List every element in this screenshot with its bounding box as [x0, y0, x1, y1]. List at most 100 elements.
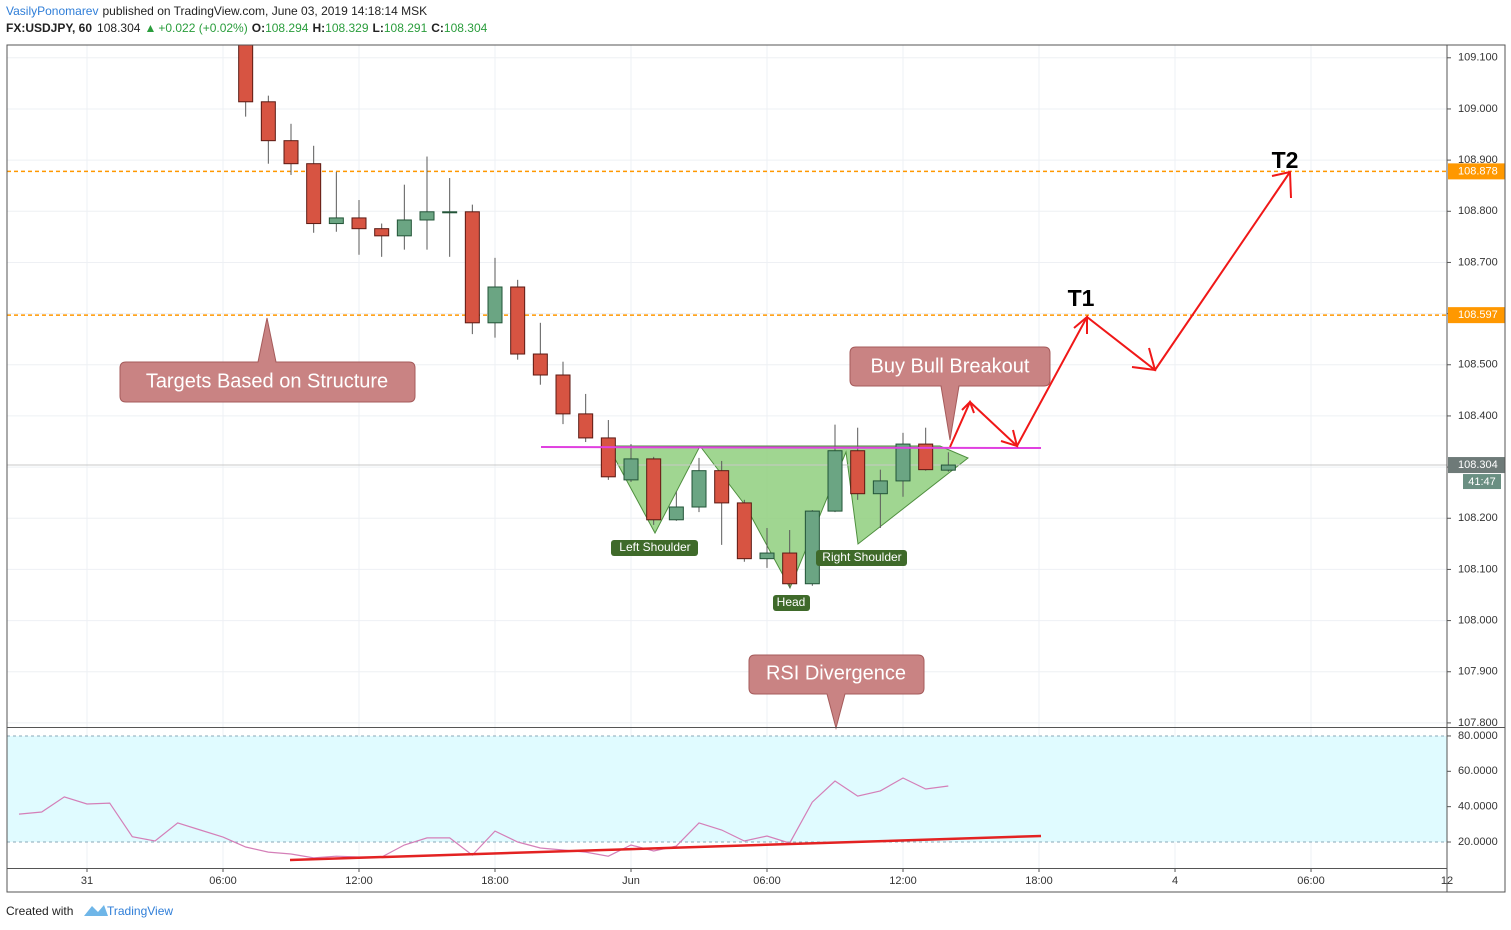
pattern-label-box [773, 595, 810, 611]
candle-body [714, 470, 730, 504]
candle-body [736, 502, 752, 560]
arrowhead [1271, 170, 1292, 199]
candle-body [600, 437, 616, 478]
axes: 31 06:00 12:00 18:00 Jun 06:00 12:00 18:00 4 06:0… [81, 52, 1505, 887]
x-tick-label: 12:00 [889, 875, 917, 887]
rsi-band [7, 735, 1447, 843]
candle-body [351, 217, 367, 230]
level-tag-label: 108.878 [1458, 165, 1498, 177]
last: 108.304 [97, 21, 141, 35]
candle-body [759, 552, 775, 560]
callout-text: Targets Based on Structure [146, 370, 388, 392]
open-label: O: [252, 21, 265, 35]
arrowhead [1073, 314, 1088, 334]
y-tick-label: 108.400 [1458, 410, 1498, 422]
y-tick-label: 20.0000 [1458, 836, 1498, 848]
y-tick-label: 107.900 [1458, 666, 1498, 678]
candle-body [306, 163, 322, 225]
candle-body [555, 374, 571, 415]
pattern-label: Left Shoulder [619, 540, 690, 554]
candle-body [918, 443, 934, 471]
arrowhead [1131, 347, 1157, 372]
x-tick-label: Jun [622, 875, 640, 887]
candle-body [510, 286, 526, 355]
last-price-label: 108.304 [1458, 459, 1498, 471]
frame [6, 44, 1506, 893]
drawings: Targets Based on Structure Buy Bull Brea… [119, 147, 1299, 862]
callout-text: RSI Divergence [766, 662, 906, 684]
last-price-tag [1448, 457, 1505, 474]
x-tick-label: 06:00 [753, 875, 781, 887]
callout-text: Buy Bull Breakout [871, 355, 1030, 377]
y-tick-label: 109.100 [1458, 52, 1498, 64]
candle-body [442, 211, 458, 214]
level-tag-label: 108.597 [1458, 309, 1498, 321]
candle-body [827, 450, 843, 512]
countdown-tag [1463, 474, 1501, 490]
target-label: T2 [1272, 147, 1299, 173]
candle-body [782, 552, 798, 585]
countdown-label: 41:47 [1468, 476, 1496, 488]
candle-body [238, 45, 254, 103]
candle-body [895, 443, 911, 482]
pattern-label-box [611, 540, 698, 556]
y-tick-label: 40.0000 [1458, 801, 1498, 813]
candle-body [668, 506, 684, 521]
candle-body [374, 228, 390, 237]
footer-created: Created with [6, 904, 73, 918]
target-label: T1 [1068, 285, 1095, 311]
arrowhead [1000, 429, 1019, 448]
y-tick-label: 80.0000 [1458, 730, 1498, 742]
author[interactable]: VasilyPonomarev [6, 4, 98, 18]
candle-body [260, 101, 276, 142]
candle-body [487, 286, 503, 324]
x-tick-label: 18:00 [481, 875, 509, 887]
header-line: VasilyPonomarev published on TradingView.… [6, 4, 427, 18]
change: +0.022 (+0.02%) [158, 21, 247, 35]
x-tick-label: 18:00 [1025, 875, 1053, 887]
candle-body [623, 458, 639, 481]
y-tick-label: 108.700 [1458, 256, 1498, 268]
callout-box [849, 346, 1051, 441]
level-tag [1448, 307, 1505, 324]
x-tick-label: 06:00 [1297, 875, 1325, 887]
candle-body [850, 450, 866, 495]
candles [238, 45, 956, 588]
arrowhead [961, 400, 975, 414]
rsi-divergence-line [289, 834, 1042, 862]
pattern-label-box [816, 550, 907, 566]
candle-body [940, 464, 956, 471]
candle-body [646, 458, 662, 521]
rsi-pane [7, 735, 1447, 859]
close: 108.304 [444, 21, 488, 35]
brand-logo [84, 905, 108, 916]
y-tick-label: 108.800 [1458, 205, 1498, 217]
x-tick-label: 12:00 [345, 875, 373, 887]
x-tick-label: 4 [1172, 875, 1178, 887]
footer-brand[interactable]: TradingView [107, 904, 173, 918]
y-tick-label: 108.200 [1458, 512, 1498, 524]
low: 108.291 [384, 21, 428, 35]
candle-body [283, 140, 299, 165]
candle-body [396, 219, 412, 237]
arrow: ▲ [144, 21, 156, 35]
close-label: C: [431, 21, 444, 35]
y-tick-label: 108.900 [1458, 154, 1498, 166]
level-tag [1448, 163, 1505, 180]
y-tick-label: 109.000 [1458, 103, 1498, 115]
neckline [540, 446, 1042, 449]
callout-box [748, 654, 925, 730]
candle-body [532, 353, 548, 376]
x-tick-label: 06:00 [209, 875, 237, 887]
pattern-label: Head [777, 595, 806, 609]
candle-body [691, 470, 707, 508]
y-tick-label: 108.500 [1458, 359, 1498, 371]
candle-body [464, 211, 480, 324]
rsi-line [18, 777, 949, 859]
low-label: L: [373, 21, 384, 35]
candle-body [419, 211, 435, 221]
high-label: H: [312, 21, 325, 35]
y-tick-label: 60.0000 [1458, 765, 1498, 777]
open: 108.294 [265, 21, 309, 35]
